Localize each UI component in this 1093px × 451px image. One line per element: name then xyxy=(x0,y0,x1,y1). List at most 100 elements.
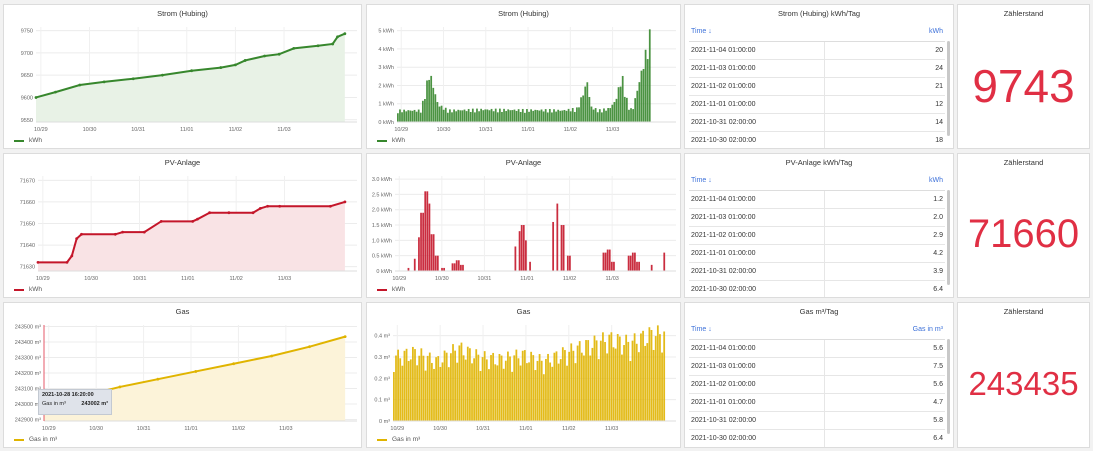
bar xyxy=(553,352,556,421)
bar xyxy=(438,106,441,122)
strom-bar-chart[interactable]: 0 kWh 1 kWh 2 kWh 3 kWh 4 kWh 5 kWh 10/29 10/30… xyxy=(367,5,681,149)
bar xyxy=(418,355,421,421)
data-point xyxy=(70,254,74,258)
panel-title[interactable]: Strom (Hubing) xyxy=(498,9,549,18)
x-tick-label: 10/29 xyxy=(42,426,56,432)
panel-title[interactable]: PV-Anlage xyxy=(505,158,542,167)
bar xyxy=(483,351,486,421)
x-tick-label: 10/30 xyxy=(83,127,97,133)
bar xyxy=(524,240,527,271)
bar xyxy=(595,340,598,421)
scrollbar[interactable] xyxy=(947,41,950,136)
panel-title[interactable]: Gas xyxy=(516,307,531,316)
bar xyxy=(440,105,443,122)
bar xyxy=(538,354,541,421)
cell-value: 5.6 xyxy=(933,345,943,352)
bar xyxy=(551,112,553,122)
pv-line-chart[interactable]: 71630 71640 71650 71660 71670 10/29 10/30 10/31… xyxy=(4,154,362,298)
bar xyxy=(585,340,587,421)
panel-title[interactable]: Gas m³/Tag xyxy=(799,307,839,316)
bar xyxy=(414,349,416,421)
table-row[interactable]: 2021-11-03 01:00:00 7.5 xyxy=(689,358,945,376)
bar xyxy=(598,109,601,122)
bar xyxy=(520,225,523,271)
y-tick-label: 242900 m³ xyxy=(15,417,41,423)
col-value-header[interactable]: Gas in m³ xyxy=(912,326,943,333)
panel-title[interactable]: Zählerstand xyxy=(1003,158,1044,167)
cell-value: 14 xyxy=(935,119,943,126)
col-time-header[interactable]: Time ↓ xyxy=(691,326,712,333)
strom-line-chart[interactable]: 9550 9600 9650 9700 9750 10/29 10/30 10/31 11/01… xyxy=(4,5,362,149)
gas-line-chart[interactable]: 242900 m³ 243000 m³ 243100 m³ 243200 m³ 2433… xyxy=(4,303,362,448)
x-tick-label: 10/29 xyxy=(394,127,408,133)
x-tick-label: 11/01 xyxy=(180,127,193,133)
table-row[interactable]: 2021-11-04 01:00:00 1.2 xyxy=(689,191,945,209)
tooltip-time: 2021-10-28 16:20:00 xyxy=(42,392,94,398)
table-row[interactable]: 2021-11-01 01:00:00 4.7 xyxy=(689,394,945,412)
pv-bar-chart[interactable]: 0 kWh 0.5 kWh 1.0 kWh 1.5 kWh 2.0 kWh 2.5 kWh… xyxy=(367,154,681,298)
bar xyxy=(509,110,512,122)
table-row[interactable]: 2021-10-30 02:00:00 6.4 xyxy=(689,430,945,447)
bar xyxy=(496,112,499,122)
panel-title[interactable]: PV-Anlage kWh/Tag xyxy=(785,158,853,167)
bar xyxy=(555,111,557,122)
panel-title[interactable]: Zählerstand xyxy=(1003,9,1044,18)
panel-title[interactable]: PV-Anlage xyxy=(164,158,201,167)
table-row[interactable]: 2021-10-30 02:00:00 6.4 xyxy=(689,281,945,297)
legend[interactable]: Gas in m³ xyxy=(377,436,420,443)
panel-title[interactable]: Zählerstand xyxy=(1003,307,1044,316)
table-row[interactable]: 2021-11-01 01:00:00 12 xyxy=(689,96,945,114)
legend[interactable]: kWh xyxy=(377,137,405,144)
y-tick-label: 1.0 kWh xyxy=(372,238,392,244)
bar xyxy=(409,110,412,122)
bar xyxy=(499,108,501,122)
table-row[interactable]: 2021-10-31 02:00:00 3.9 xyxy=(689,263,945,281)
legend[interactable]: kWh xyxy=(14,286,42,293)
bar xyxy=(501,111,503,122)
table-row[interactable]: 2021-11-02 01:00:00 21 xyxy=(689,78,945,96)
legend[interactable]: Gas in m³ xyxy=(14,436,57,443)
col-value-header[interactable]: kWh xyxy=(929,177,943,184)
panel-title[interactable]: Gas xyxy=(175,307,190,316)
table-row[interactable]: 2021-11-04 01:00:00 20 xyxy=(689,42,945,60)
data-point xyxy=(227,211,231,215)
bar xyxy=(610,261,613,271)
bar xyxy=(397,113,399,122)
bar xyxy=(661,352,663,421)
panel-title[interactable]: Strom (Hubing) xyxy=(157,9,208,18)
bar xyxy=(576,107,578,122)
table-row[interactable]: 2021-11-03 01:00:00 2.0 xyxy=(689,209,945,227)
bar xyxy=(526,363,528,421)
bar xyxy=(606,249,609,271)
table-row[interactable]: 2021-11-02 01:00:00 5.6 xyxy=(689,376,945,394)
bar xyxy=(445,352,448,421)
pv-bar-panel: PV-Anlage 0 kWh 0.5 kWh 1.0 kWh 1.5 kWh 2.0 … xyxy=(366,153,681,298)
table-row[interactable]: 2021-11-04 01:00:00 5.6 xyxy=(689,340,945,358)
col-time-header[interactable]: Time ↓ xyxy=(691,28,712,35)
y-tick-label: 9600 xyxy=(21,95,33,101)
bar xyxy=(542,111,545,122)
bar xyxy=(528,111,530,122)
bar xyxy=(471,108,474,122)
col-time-header[interactable]: Time ↓ xyxy=(691,177,712,184)
scrollbar[interactable] xyxy=(947,190,950,285)
table-row[interactable]: 2021-11-01 01:00:00 4.2 xyxy=(689,245,945,263)
gas-bar-chart[interactable]: 0 m³ 0.1 m³ 0.2 m³ 0.3 m³ 0.4 m³ 10/29 10/30 10… xyxy=(367,303,681,448)
col-value-header[interactable]: kWh xyxy=(929,28,943,35)
table-row[interactable]: 2021-10-31 02:00:00 14 xyxy=(689,114,945,132)
bar xyxy=(420,212,422,271)
scrollbar[interactable] xyxy=(947,339,950,434)
legend[interactable]: kWh xyxy=(377,286,405,293)
bar xyxy=(462,355,465,421)
data-point xyxy=(258,206,262,210)
bar xyxy=(637,352,640,421)
x-tick-label: 10/31 xyxy=(479,127,493,133)
table-row[interactable]: 2021-11-03 01:00:00 24 xyxy=(689,60,945,78)
panel-title[interactable]: Strom (Hubing) kWh/Tag xyxy=(777,9,861,18)
legend[interactable]: kWh xyxy=(14,137,42,144)
table-row[interactable]: 2021-10-31 02:00:00 5.8 xyxy=(689,412,945,430)
table-row[interactable]: 2021-10-30 02:00:00 18 xyxy=(689,132,945,148)
table-row[interactable]: 2021-11-02 01:00:00 2.9 xyxy=(689,227,945,245)
y-tick-label: 0.2 m³ xyxy=(374,376,390,382)
bar xyxy=(457,109,460,122)
